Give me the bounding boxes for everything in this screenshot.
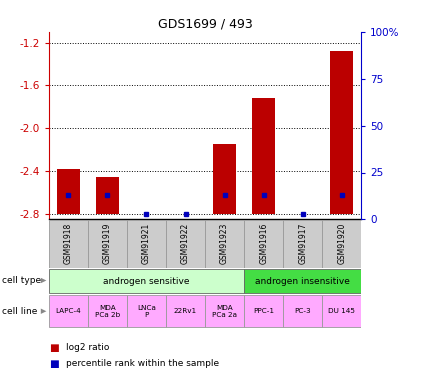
Bar — [283, 220, 322, 268]
Bar — [127, 220, 166, 268]
Bar — [49, 296, 88, 327]
Bar — [49, 269, 244, 293]
Text: cell line: cell line — [2, 307, 37, 316]
Bar — [244, 269, 361, 293]
Text: LAPC-4: LAPC-4 — [56, 308, 81, 314]
Bar — [323, 296, 361, 327]
Text: androgen insensitive: androgen insensitive — [255, 277, 350, 286]
Title: GDS1699 / 493: GDS1699 / 493 — [158, 18, 252, 31]
Polygon shape — [41, 309, 46, 314]
Text: LNCa
P: LNCa P — [137, 305, 156, 318]
Text: GSM91919: GSM91919 — [103, 223, 112, 264]
Text: percentile rank within the sample: percentile rank within the sample — [66, 359, 219, 368]
Bar — [283, 296, 322, 327]
Bar — [127, 296, 166, 327]
Text: cell type: cell type — [2, 276, 41, 285]
Text: log2 ratio: log2 ratio — [66, 344, 109, 352]
Bar — [244, 296, 283, 327]
Polygon shape — [41, 278, 46, 283]
Bar — [205, 296, 244, 327]
Bar — [57, 169, 80, 214]
Bar — [330, 51, 354, 214]
Text: GSM91923: GSM91923 — [220, 223, 229, 264]
Text: GSM91918: GSM91918 — [64, 223, 73, 264]
Text: MDA
PCa 2a: MDA PCa 2a — [212, 305, 237, 318]
Bar — [88, 296, 127, 327]
Bar — [323, 220, 361, 268]
Bar — [213, 144, 236, 214]
Text: DU 145: DU 145 — [328, 308, 355, 314]
Bar — [88, 220, 127, 268]
Text: GSM91920: GSM91920 — [337, 223, 346, 264]
Text: GSM91922: GSM91922 — [181, 223, 190, 264]
Text: GSM91917: GSM91917 — [298, 223, 307, 264]
Text: PC-3: PC-3 — [295, 308, 311, 314]
Bar — [166, 220, 205, 268]
Bar — [49, 220, 88, 268]
Bar — [252, 98, 275, 214]
Text: GSM91916: GSM91916 — [259, 223, 268, 264]
Text: ■: ■ — [49, 359, 59, 369]
Text: PPC-1: PPC-1 — [253, 308, 274, 314]
Text: ■: ■ — [49, 343, 59, 353]
Text: MDA
PCa 2b: MDA PCa 2b — [95, 305, 120, 318]
Text: androgen sensitive: androgen sensitive — [103, 277, 190, 286]
Text: GSM91921: GSM91921 — [142, 223, 151, 264]
Bar — [205, 220, 244, 268]
Text: 22Rv1: 22Rv1 — [174, 308, 197, 314]
Bar — [96, 177, 119, 214]
Bar — [166, 296, 205, 327]
Bar — [244, 220, 283, 268]
